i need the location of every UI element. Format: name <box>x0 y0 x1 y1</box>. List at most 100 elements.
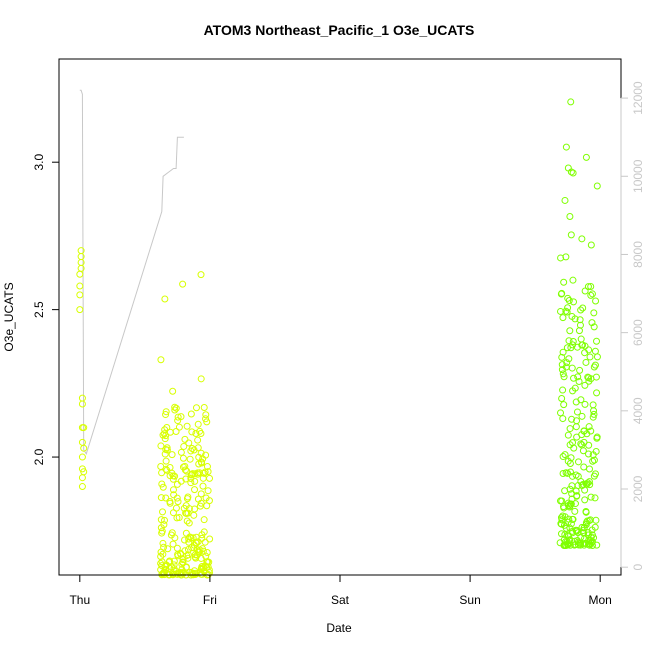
o3-point <box>172 504 180 512</box>
altitude-line-series <box>79 89 184 455</box>
o3-point <box>190 511 198 519</box>
o3-point <box>183 510 191 518</box>
o3-point <box>173 544 181 552</box>
o3-point <box>568 312 576 320</box>
x-axis: Thu Fri Sat Sun Mon <box>69 574 612 607</box>
o3-point <box>171 403 179 411</box>
o3-point <box>593 353 601 361</box>
o3-point <box>592 516 600 524</box>
o3-point <box>565 296 573 304</box>
o3-point <box>577 396 585 404</box>
o3-point <box>184 546 192 554</box>
o3-point <box>562 307 570 315</box>
o3-point <box>197 271 205 279</box>
o3-point <box>571 500 579 508</box>
o3-point <box>578 235 586 243</box>
o3-point <box>176 569 184 577</box>
o3-point <box>576 316 584 324</box>
o3-point <box>170 557 178 565</box>
o3-point <box>563 359 571 367</box>
o3-point <box>579 304 587 312</box>
o3-point <box>584 531 592 539</box>
o3-point <box>569 276 577 284</box>
o3-point <box>566 327 574 335</box>
o3-point <box>202 451 210 459</box>
o3-point <box>157 442 165 450</box>
o3-point <box>587 427 595 435</box>
o3-point <box>159 483 167 491</box>
o3-point <box>157 463 165 471</box>
o3-point <box>188 428 196 436</box>
o3-point <box>563 308 571 316</box>
o3-point <box>194 420 202 428</box>
o3-point <box>175 423 183 431</box>
o3-point <box>559 415 567 423</box>
o3-point <box>192 404 200 412</box>
o3-point <box>192 429 200 437</box>
o3-point <box>198 534 206 542</box>
o3-point <box>568 472 576 480</box>
o3-point <box>183 422 191 430</box>
o3-point <box>172 567 180 575</box>
o3-point <box>197 490 205 498</box>
o3-point <box>559 453 567 461</box>
o3-point <box>183 495 191 503</box>
o3-point <box>187 479 195 487</box>
o3-point <box>567 520 575 528</box>
o3-point <box>592 447 600 455</box>
o3-point <box>582 508 590 516</box>
o3-point <box>584 479 592 487</box>
o3-point <box>560 541 568 549</box>
o3-point <box>578 412 586 420</box>
o3-point <box>577 306 585 314</box>
o3-point <box>577 335 585 343</box>
o3-point <box>587 283 595 291</box>
o3-point <box>566 536 574 544</box>
o3-point <box>179 454 187 462</box>
o3-point <box>557 520 565 528</box>
o3-point <box>173 494 181 502</box>
o3-point <box>173 480 181 488</box>
o3-point <box>184 554 192 562</box>
o3-point <box>579 540 587 548</box>
o3-point <box>588 531 596 539</box>
o3-point <box>78 483 86 491</box>
o3-point <box>203 549 211 557</box>
o3-point <box>162 408 170 416</box>
o3-point <box>194 538 202 546</box>
o3-point <box>574 373 582 381</box>
o3-point <box>197 499 205 507</box>
o3-point <box>163 444 171 452</box>
o3-point <box>204 468 212 476</box>
o3-point <box>567 98 575 106</box>
y-axis-label: O3e_UCATS <box>2 282 16 351</box>
o3-point <box>174 413 182 421</box>
o3-point <box>560 401 568 409</box>
o3-point <box>161 295 169 303</box>
o3-point <box>564 531 572 539</box>
o3-point <box>186 455 194 463</box>
o3-point <box>560 373 568 381</box>
o3-points <box>76 98 601 579</box>
o3-point <box>588 526 596 534</box>
o3-point <box>181 435 189 443</box>
o3-point <box>581 496 589 504</box>
o3-point <box>182 563 190 571</box>
x-tick-label: Sun <box>459 593 480 607</box>
o3-point <box>573 433 581 441</box>
o3-point <box>179 559 187 567</box>
o3-point <box>177 448 185 456</box>
o3-point <box>171 406 179 414</box>
o3-point <box>569 337 577 345</box>
o3-point <box>169 387 177 395</box>
o3-point <box>172 404 180 412</box>
y2-tick-label: 0 <box>631 564 645 571</box>
o3-point <box>80 468 88 476</box>
o3-point <box>166 472 174 480</box>
o3-point <box>191 477 199 485</box>
o3-point <box>80 444 88 452</box>
o3-point <box>587 291 595 299</box>
o3-point <box>160 521 168 529</box>
o3-point <box>578 341 586 349</box>
x-tick-label: Thu <box>69 593 90 607</box>
